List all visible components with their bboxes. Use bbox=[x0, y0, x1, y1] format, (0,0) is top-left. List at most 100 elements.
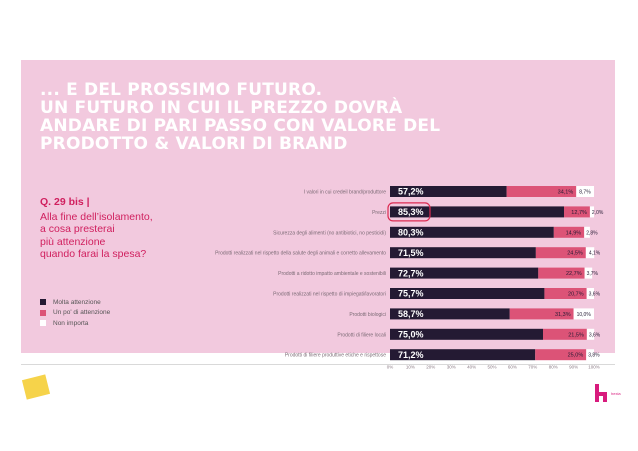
data-label: 3,6% bbox=[589, 332, 601, 338]
question-code: Q. 29 bis | bbox=[40, 196, 90, 208]
category-label: Prezzi bbox=[372, 210, 386, 216]
data-label: 8,7% bbox=[579, 190, 591, 196]
bar-segment bbox=[538, 267, 585, 279]
x-tick-label: 50% bbox=[487, 365, 496, 370]
question-block: Q. 29 bis | Alla fine dell’isolamento, a… bbox=[40, 196, 190, 261]
data-label: 2,0% bbox=[592, 210, 604, 216]
bar-segment bbox=[584, 226, 590, 238]
data-label: 20,7% bbox=[568, 292, 584, 298]
data-label: 3,7% bbox=[587, 271, 599, 277]
bar-segment bbox=[390, 206, 565, 218]
data-label: 80,3% bbox=[398, 228, 424, 238]
highlight-outline bbox=[387, 202, 431, 222]
data-label: 10,0% bbox=[577, 312, 592, 318]
bar-segment bbox=[390, 288, 545, 299]
bar-segment bbox=[589, 206, 594, 218]
brand-logo-icon bbox=[595, 384, 607, 402]
bar-segment bbox=[535, 247, 586, 259]
slide-title: ... E DEL PROSSIMO FUTURO. UN FUTURO IN … bbox=[40, 81, 560, 153]
legend-label: Non importa bbox=[53, 319, 89, 327]
legend-label: Un po' di attenzione bbox=[53, 309, 111, 317]
bar-segment bbox=[506, 186, 577, 197]
bar-segment bbox=[553, 226, 585, 238]
question-line: quando farai la spesa? bbox=[40, 248, 147, 260]
data-label: 58,7% bbox=[398, 309, 424, 319]
bar-segment bbox=[573, 308, 594, 320]
bar-segment bbox=[390, 349, 536, 361]
bar-segment bbox=[543, 328, 587, 340]
data-label: 71,5% bbox=[398, 248, 424, 258]
data-label: 3,6% bbox=[589, 292, 601, 298]
question-line: Alla fine dell’isolamento, bbox=[40, 210, 153, 223]
bar-segment bbox=[544, 288, 587, 299]
legend-swatch bbox=[40, 320, 46, 327]
x-tick-label: 90% bbox=[569, 365, 578, 370]
data-label: 71,2% bbox=[398, 350, 424, 360]
category-label: Prodotti realizzati nel rispetto della s… bbox=[215, 251, 386, 257]
data-label: 24,5% bbox=[567, 251, 583, 257]
bar-segment bbox=[390, 226, 554, 238]
x-tick-label: 60% bbox=[508, 365, 517, 370]
chart-legend: Molta attenzione Un po' di attenzione No… bbox=[40, 297, 110, 329]
bar-segment bbox=[584, 267, 593, 279]
data-label: 72,7% bbox=[398, 268, 424, 278]
legend-label: Molta attenzione bbox=[53, 298, 101, 306]
data-label: 34,1% bbox=[558, 190, 574, 196]
bar-segment bbox=[586, 328, 595, 340]
bar-segment bbox=[564, 206, 590, 218]
legend-item-molta: Molta attenzione bbox=[40, 297, 110, 308]
bar-segment bbox=[390, 247, 536, 259]
x-tick-label: 80% bbox=[549, 365, 558, 370]
bar-segment bbox=[586, 349, 594, 361]
category-label: Prodotti a ridotto impatto ambientale e … bbox=[278, 271, 386, 277]
bar-segment bbox=[576, 186, 594, 197]
title-line: UN FUTURO IN CUI IL PREZZO DOVRÀ bbox=[40, 98, 403, 118]
category-label: Prodotti realizzati nel rispetto di impi… bbox=[273, 292, 386, 298]
bar-segment bbox=[390, 328, 543, 340]
legend-swatch bbox=[40, 309, 46, 316]
category-label: Prodotti di filiere locali bbox=[337, 332, 386, 338]
data-label: 57,2% bbox=[398, 187, 424, 197]
category-label: Sicurezza degli alimenti (no antibiotici… bbox=[273, 230, 386, 236]
legend-swatch bbox=[40, 299, 46, 306]
bar-segment bbox=[390, 186, 507, 197]
category-label: Prodotti di filiere produttive etiche e … bbox=[285, 353, 386, 359]
data-label: 21,5% bbox=[568, 332, 584, 338]
category-label: Prodotti biologici bbox=[349, 312, 386, 318]
x-tick-label: 100% bbox=[588, 365, 600, 370]
footer-divider bbox=[21, 364, 615, 365]
x-tick-label: 40% bbox=[467, 365, 476, 370]
x-tick-label: 20% bbox=[426, 365, 435, 370]
data-label: 85,3% bbox=[398, 207, 424, 217]
bar-segment bbox=[535, 349, 587, 361]
data-label: 25,0% bbox=[568, 353, 584, 359]
data-label: 31,3% bbox=[555, 312, 571, 318]
data-label: 75,7% bbox=[398, 289, 424, 299]
data-label: 3,8% bbox=[588, 353, 600, 359]
data-label: 75,0% bbox=[398, 330, 424, 340]
x-tick-label: 30% bbox=[447, 365, 456, 370]
bar-segment bbox=[509, 308, 574, 320]
bar-segment bbox=[585, 247, 595, 259]
x-tick-label: 70% bbox=[528, 365, 537, 370]
data-label: 22,7% bbox=[566, 271, 582, 277]
question-line: più attenzione bbox=[40, 235, 106, 248]
title-line: ... E DEL PROSSIMO FUTURO. bbox=[40, 80, 323, 100]
bar-segment bbox=[390, 308, 510, 320]
bar-segment bbox=[390, 267, 539, 279]
data-label: 2,8% bbox=[586, 230, 598, 236]
legend-item-un-po: Un po' di attenzione bbox=[40, 308, 110, 319]
category-label: I valori in cui credeil brand/produttore bbox=[304, 190, 386, 196]
data-label: 4,1% bbox=[589, 251, 601, 257]
title-line: ANDARE DI PARI PASSO CON VALORE DEL bbox=[40, 116, 441, 136]
bar-segment bbox=[586, 288, 594, 299]
data-label: 12,7% bbox=[571, 210, 587, 216]
brand-name: hexia bbox=[611, 391, 621, 396]
legend-item-non-importa: Non importa bbox=[40, 318, 110, 329]
question-line: a cosa presterai bbox=[40, 223, 115, 235]
title-line: PRODOTTO & VALORI DI BRAND bbox=[40, 134, 348, 154]
data-label: 14,9% bbox=[566, 230, 582, 236]
x-tick-label: 10% bbox=[406, 365, 415, 370]
x-tick-label: 0% bbox=[387, 365, 394, 370]
